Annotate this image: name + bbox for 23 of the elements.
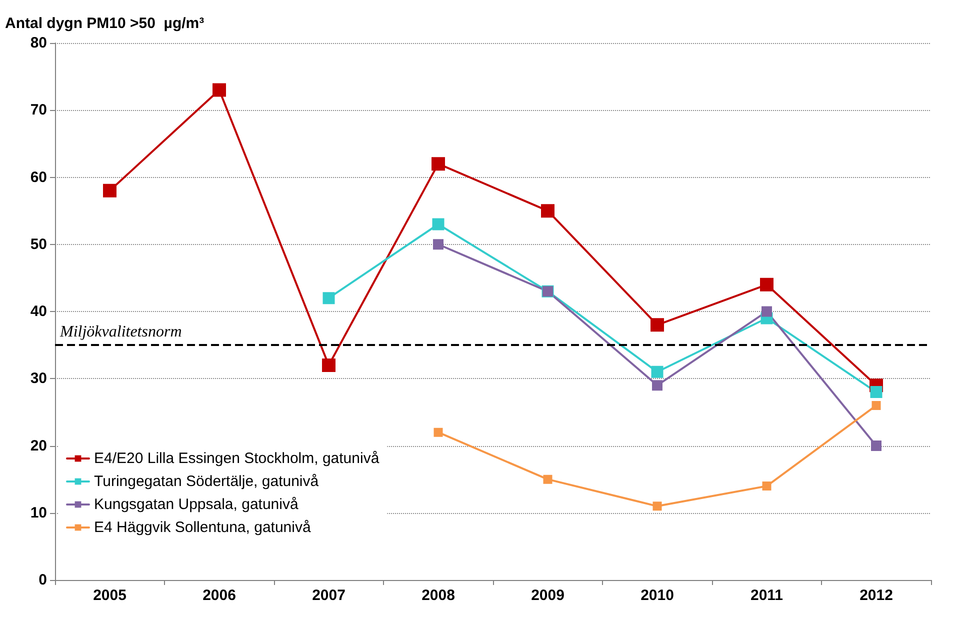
y-tick-label: 60 bbox=[30, 168, 47, 186]
x-tick-label: 2010 bbox=[640, 587, 674, 604]
y-tick-label: 30 bbox=[30, 370, 47, 388]
x-tick-label: 2012 bbox=[860, 587, 893, 604]
y-tick-label: 80 bbox=[30, 34, 47, 52]
y-tick-label: 50 bbox=[30, 236, 47, 253]
y-tick-label: 20 bbox=[30, 437, 47, 454]
legend-label: Turingegatan Södertälje, gatunivå bbox=[94, 473, 320, 490]
x-tick-label: 2006 bbox=[202, 587, 236, 604]
ref-line-label: Miljökvalitetsnorm bbox=[59, 324, 182, 341]
y-tick-label: 40 bbox=[30, 303, 47, 320]
y-tick-label: 0 bbox=[38, 572, 47, 588]
y-tick-label: 70 bbox=[30, 102, 47, 119]
x-tick-label: 2007 bbox=[312, 587, 346, 604]
legend-label: E4 Häggvik Sollentuna, gatunivå bbox=[94, 519, 312, 536]
y-tick-label: 10 bbox=[30, 504, 47, 522]
y-axis-title: Antal dygn PM10 >50 µg/m³ bbox=[5, 15, 204, 32]
x-tick-label: 2011 bbox=[750, 587, 784, 604]
x-tick-label: 2005 bbox=[93, 587, 126, 604]
legend-label: E4/E20 Lilla Essingen Stockholm, gatunivå bbox=[94, 450, 380, 467]
x-tick-label: 2008 bbox=[422, 587, 455, 604]
x-tick-label: 2009 bbox=[531, 587, 564, 604]
legend-label: Kungsgatan Uppsala, gatunivå bbox=[94, 496, 299, 513]
